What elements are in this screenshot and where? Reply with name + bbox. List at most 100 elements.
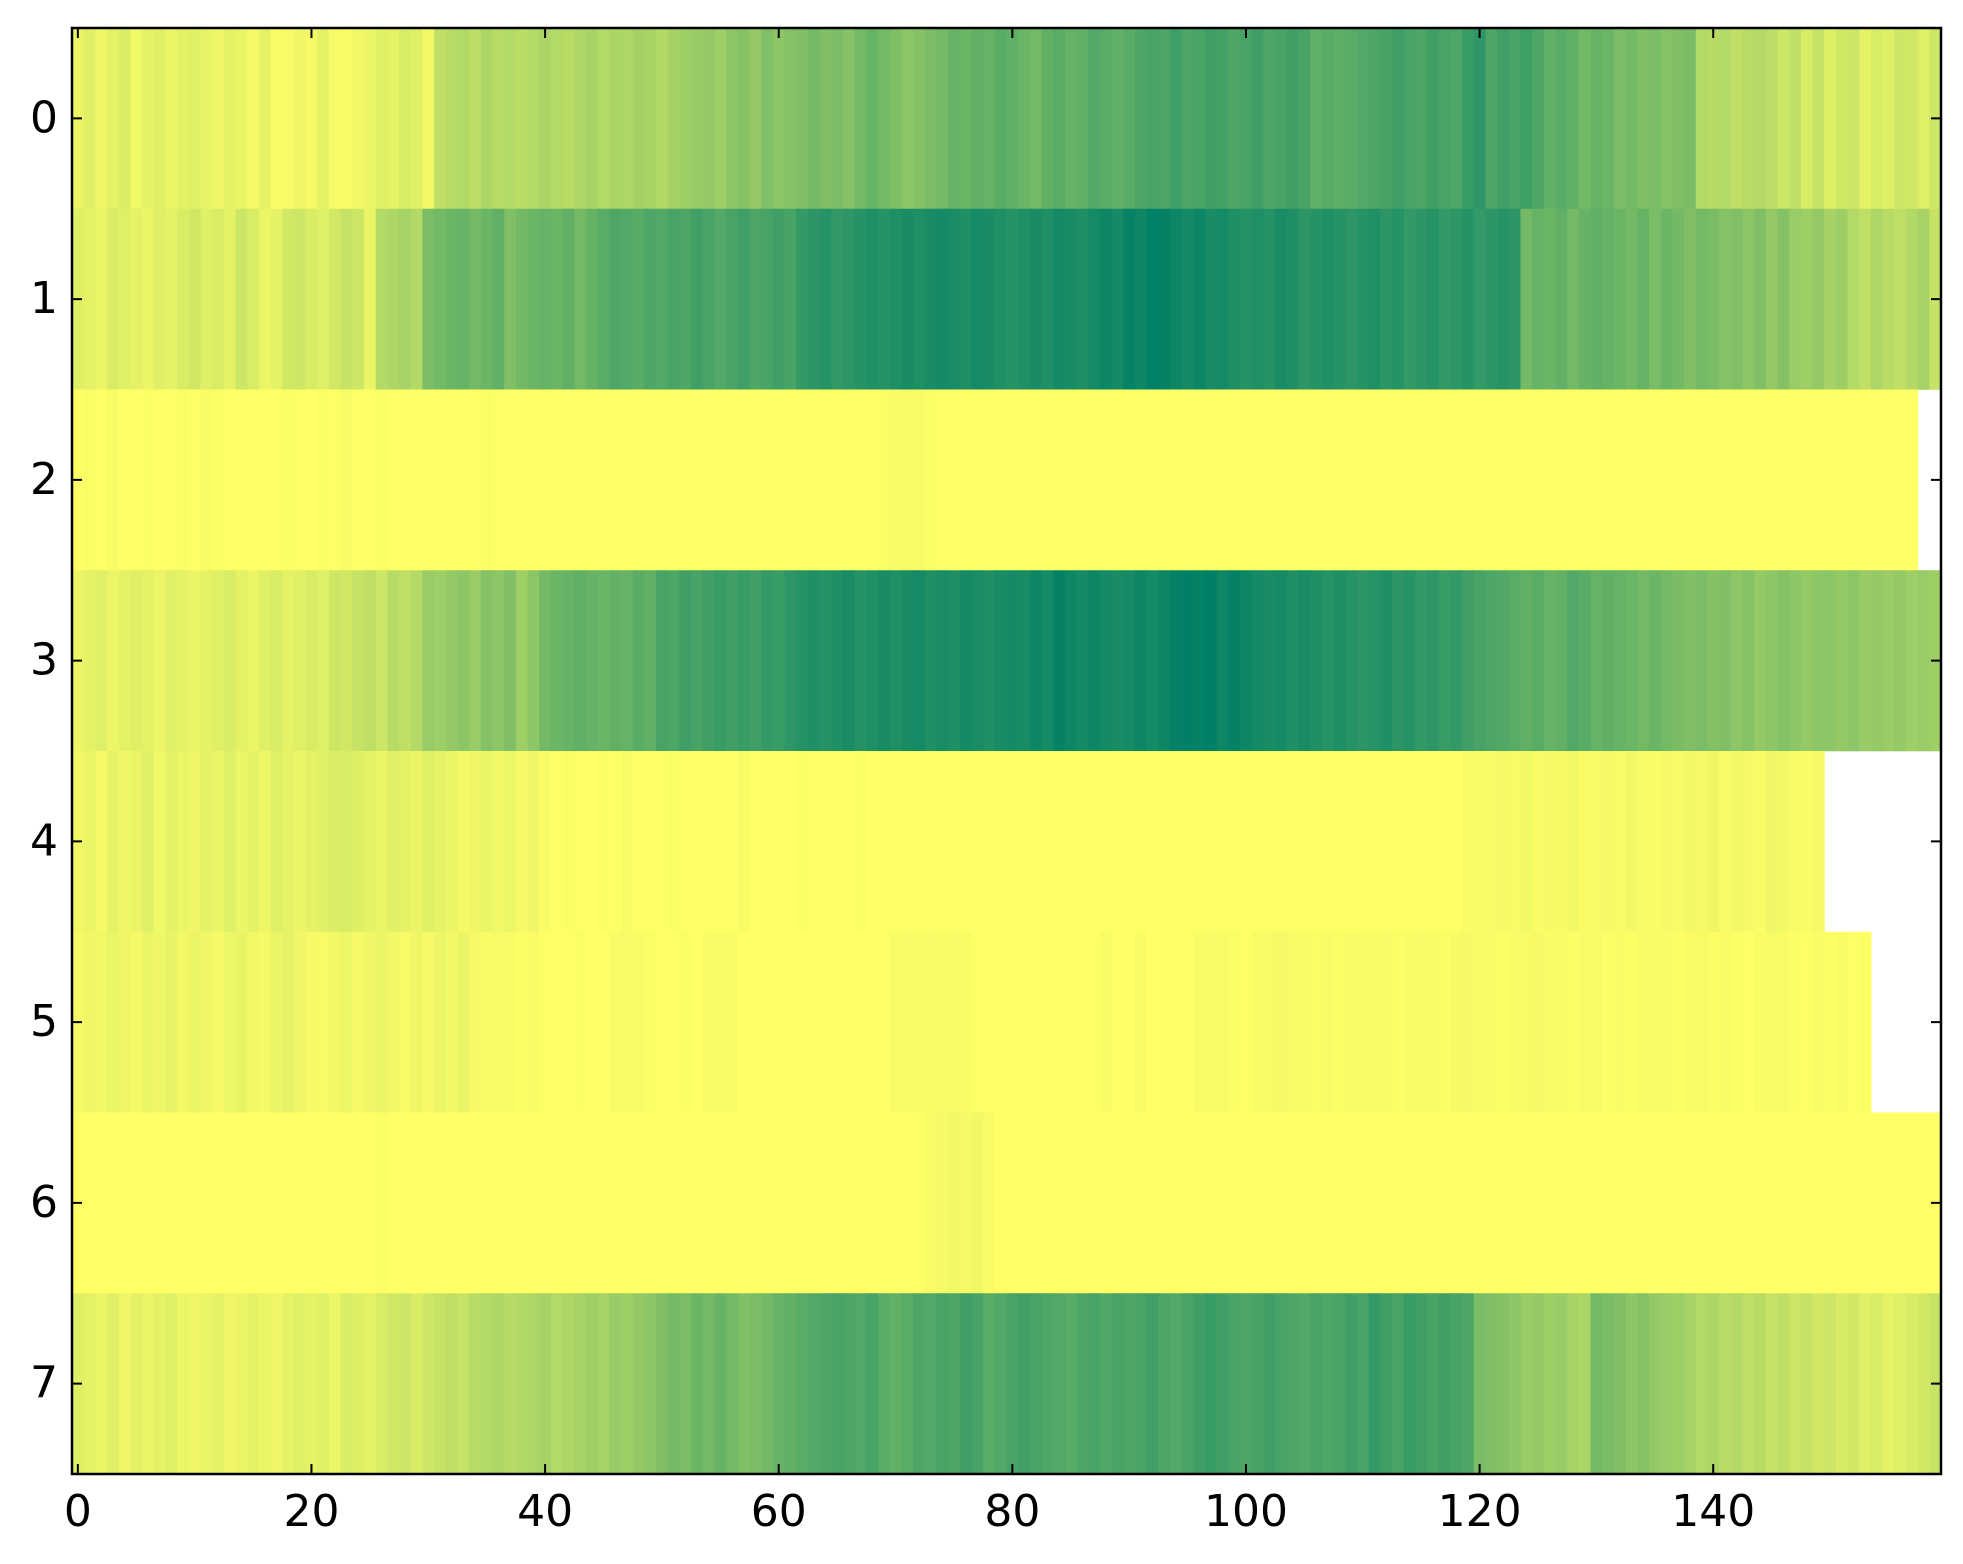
heatmap-cell bbox=[1450, 28, 1463, 210]
heatmap-cell bbox=[1029, 751, 1043, 933]
heatmap-cell bbox=[1438, 1293, 1451, 1475]
heatmap-cell bbox=[574, 751, 587, 933]
heatmap-cell bbox=[1018, 28, 1031, 210]
heatmap-cell bbox=[1321, 570, 1335, 752]
heatmap-cell bbox=[188, 28, 202, 210]
heatmap-cell bbox=[153, 751, 167, 933]
heatmap-cell bbox=[258, 208, 272, 390]
heatmap-cell bbox=[749, 931, 762, 1113]
heatmap-cell bbox=[667, 389, 681, 571]
heatmap-cell bbox=[1263, 1112, 1276, 1294]
heatmap-cell bbox=[1041, 1112, 1054, 1294]
heatmap-cell bbox=[422, 389, 435, 571]
heatmap-cell bbox=[772, 1293, 786, 1475]
heatmap-cell bbox=[691, 570, 704, 752]
heatmap-cell bbox=[1391, 1293, 1405, 1475]
heatmap-cell bbox=[1543, 208, 1557, 390]
heatmap-cell bbox=[95, 1293, 108, 1475]
heatmap-cell bbox=[831, 1112, 844, 1294]
heatmap-cell bbox=[1473, 28, 1487, 210]
heatmap-cell bbox=[130, 1112, 143, 1294]
heatmap-cell bbox=[364, 570, 377, 752]
heatmap-cell bbox=[1590, 208, 1603, 390]
heatmap-cell bbox=[983, 28, 996, 210]
heatmap-cell bbox=[1917, 28, 1930, 210]
heatmap-cell bbox=[1123, 28, 1136, 210]
heatmap-cell bbox=[1578, 570, 1592, 752]
heatmap-cell bbox=[387, 570, 400, 752]
heatmap-cell bbox=[1660, 28, 1673, 210]
heatmap-cell bbox=[1041, 570, 1054, 752]
heatmap-cell bbox=[1251, 208, 1265, 390]
heatmap-cell bbox=[1742, 1112, 1755, 1294]
heatmap-cell bbox=[1286, 751, 1300, 933]
heatmap-cell bbox=[1882, 208, 1895, 390]
heatmap-cell bbox=[293, 208, 307, 390]
heatmap-cell bbox=[1485, 28, 1498, 210]
heatmap-cell bbox=[819, 1112, 832, 1294]
y-tick-label: 0 bbox=[30, 92, 58, 143]
heatmap-cell bbox=[1917, 1293, 1930, 1475]
heatmap-cell bbox=[107, 28, 120, 210]
heatmap-cell bbox=[1041, 931, 1054, 1113]
heatmap-cell bbox=[1719, 389, 1732, 571]
heatmap-cell bbox=[422, 1293, 435, 1475]
heatmap-cell bbox=[819, 389, 832, 571]
heatmap-cell bbox=[1660, 751, 1673, 933]
heatmap-cell bbox=[913, 208, 926, 390]
heatmap-cell bbox=[1345, 1293, 1358, 1475]
heatmap-cell bbox=[913, 1293, 926, 1475]
heatmap-cell bbox=[1041, 28, 1054, 210]
heatmap-cell bbox=[679, 751, 692, 933]
heatmap-cell bbox=[597, 931, 610, 1113]
heatmap-cell bbox=[270, 389, 283, 571]
heatmap-cell bbox=[819, 1293, 832, 1475]
heatmap-cell bbox=[550, 1112, 564, 1294]
heatmap-cell bbox=[1251, 1293, 1265, 1475]
heatmap-cell bbox=[1450, 1112, 1463, 1294]
heatmap-cell bbox=[1111, 570, 1124, 752]
heatmap-cell bbox=[434, 1112, 447, 1294]
heatmap-cell bbox=[1170, 931, 1183, 1113]
heatmap-cell bbox=[1462, 1293, 1475, 1475]
heatmap-cell bbox=[515, 389, 529, 571]
heatmap-cell bbox=[387, 1293, 400, 1475]
heatmap-cell bbox=[1146, 751, 1159, 933]
heatmap-cell bbox=[1438, 931, 1451, 1113]
heatmap-cell bbox=[1754, 389, 1767, 571]
heatmap-cell bbox=[1765, 1112, 1779, 1294]
heatmap-cell bbox=[983, 208, 996, 390]
heatmap-cell bbox=[714, 570, 727, 752]
heatmap-cell bbox=[819, 28, 832, 210]
heatmap-cell bbox=[1333, 751, 1346, 933]
heatmap-cell bbox=[1882, 389, 1895, 571]
heatmap-cell bbox=[1006, 389, 1019, 571]
heatmap-cell bbox=[644, 28, 657, 210]
heatmap-cell bbox=[1427, 751, 1440, 933]
heatmap-cell bbox=[597, 389, 610, 571]
heatmap-cell bbox=[854, 751, 867, 933]
heatmap-cell bbox=[223, 208, 237, 390]
heatmap-cell bbox=[1648, 751, 1662, 933]
heatmap-cell bbox=[1450, 1293, 1463, 1475]
heatmap-cell bbox=[387, 389, 400, 571]
heatmap-cell bbox=[1356, 208, 1370, 390]
heatmap-cell bbox=[527, 389, 540, 571]
heatmap-cell bbox=[761, 208, 774, 390]
heatmap-cell bbox=[1543, 931, 1557, 1113]
heatmap-cell bbox=[1789, 28, 1802, 210]
heatmap-cell bbox=[901, 751, 914, 933]
heatmap-cell bbox=[1438, 28, 1451, 210]
heatmap-cell bbox=[1391, 931, 1405, 1113]
heatmap-cell bbox=[1263, 28, 1276, 210]
heatmap-cell bbox=[983, 751, 996, 933]
heatmap-cell bbox=[1742, 28, 1755, 210]
heatmap-cell bbox=[959, 1112, 973, 1294]
heatmap-cell bbox=[1695, 570, 1708, 752]
heatmap-cell bbox=[1485, 389, 1498, 571]
heatmap-cell bbox=[737, 208, 751, 390]
heatmap-cell bbox=[1789, 1112, 1802, 1294]
heatmap-cell bbox=[1777, 389, 1790, 571]
heatmap-cell bbox=[247, 931, 260, 1113]
heatmap-cell bbox=[492, 208, 505, 390]
